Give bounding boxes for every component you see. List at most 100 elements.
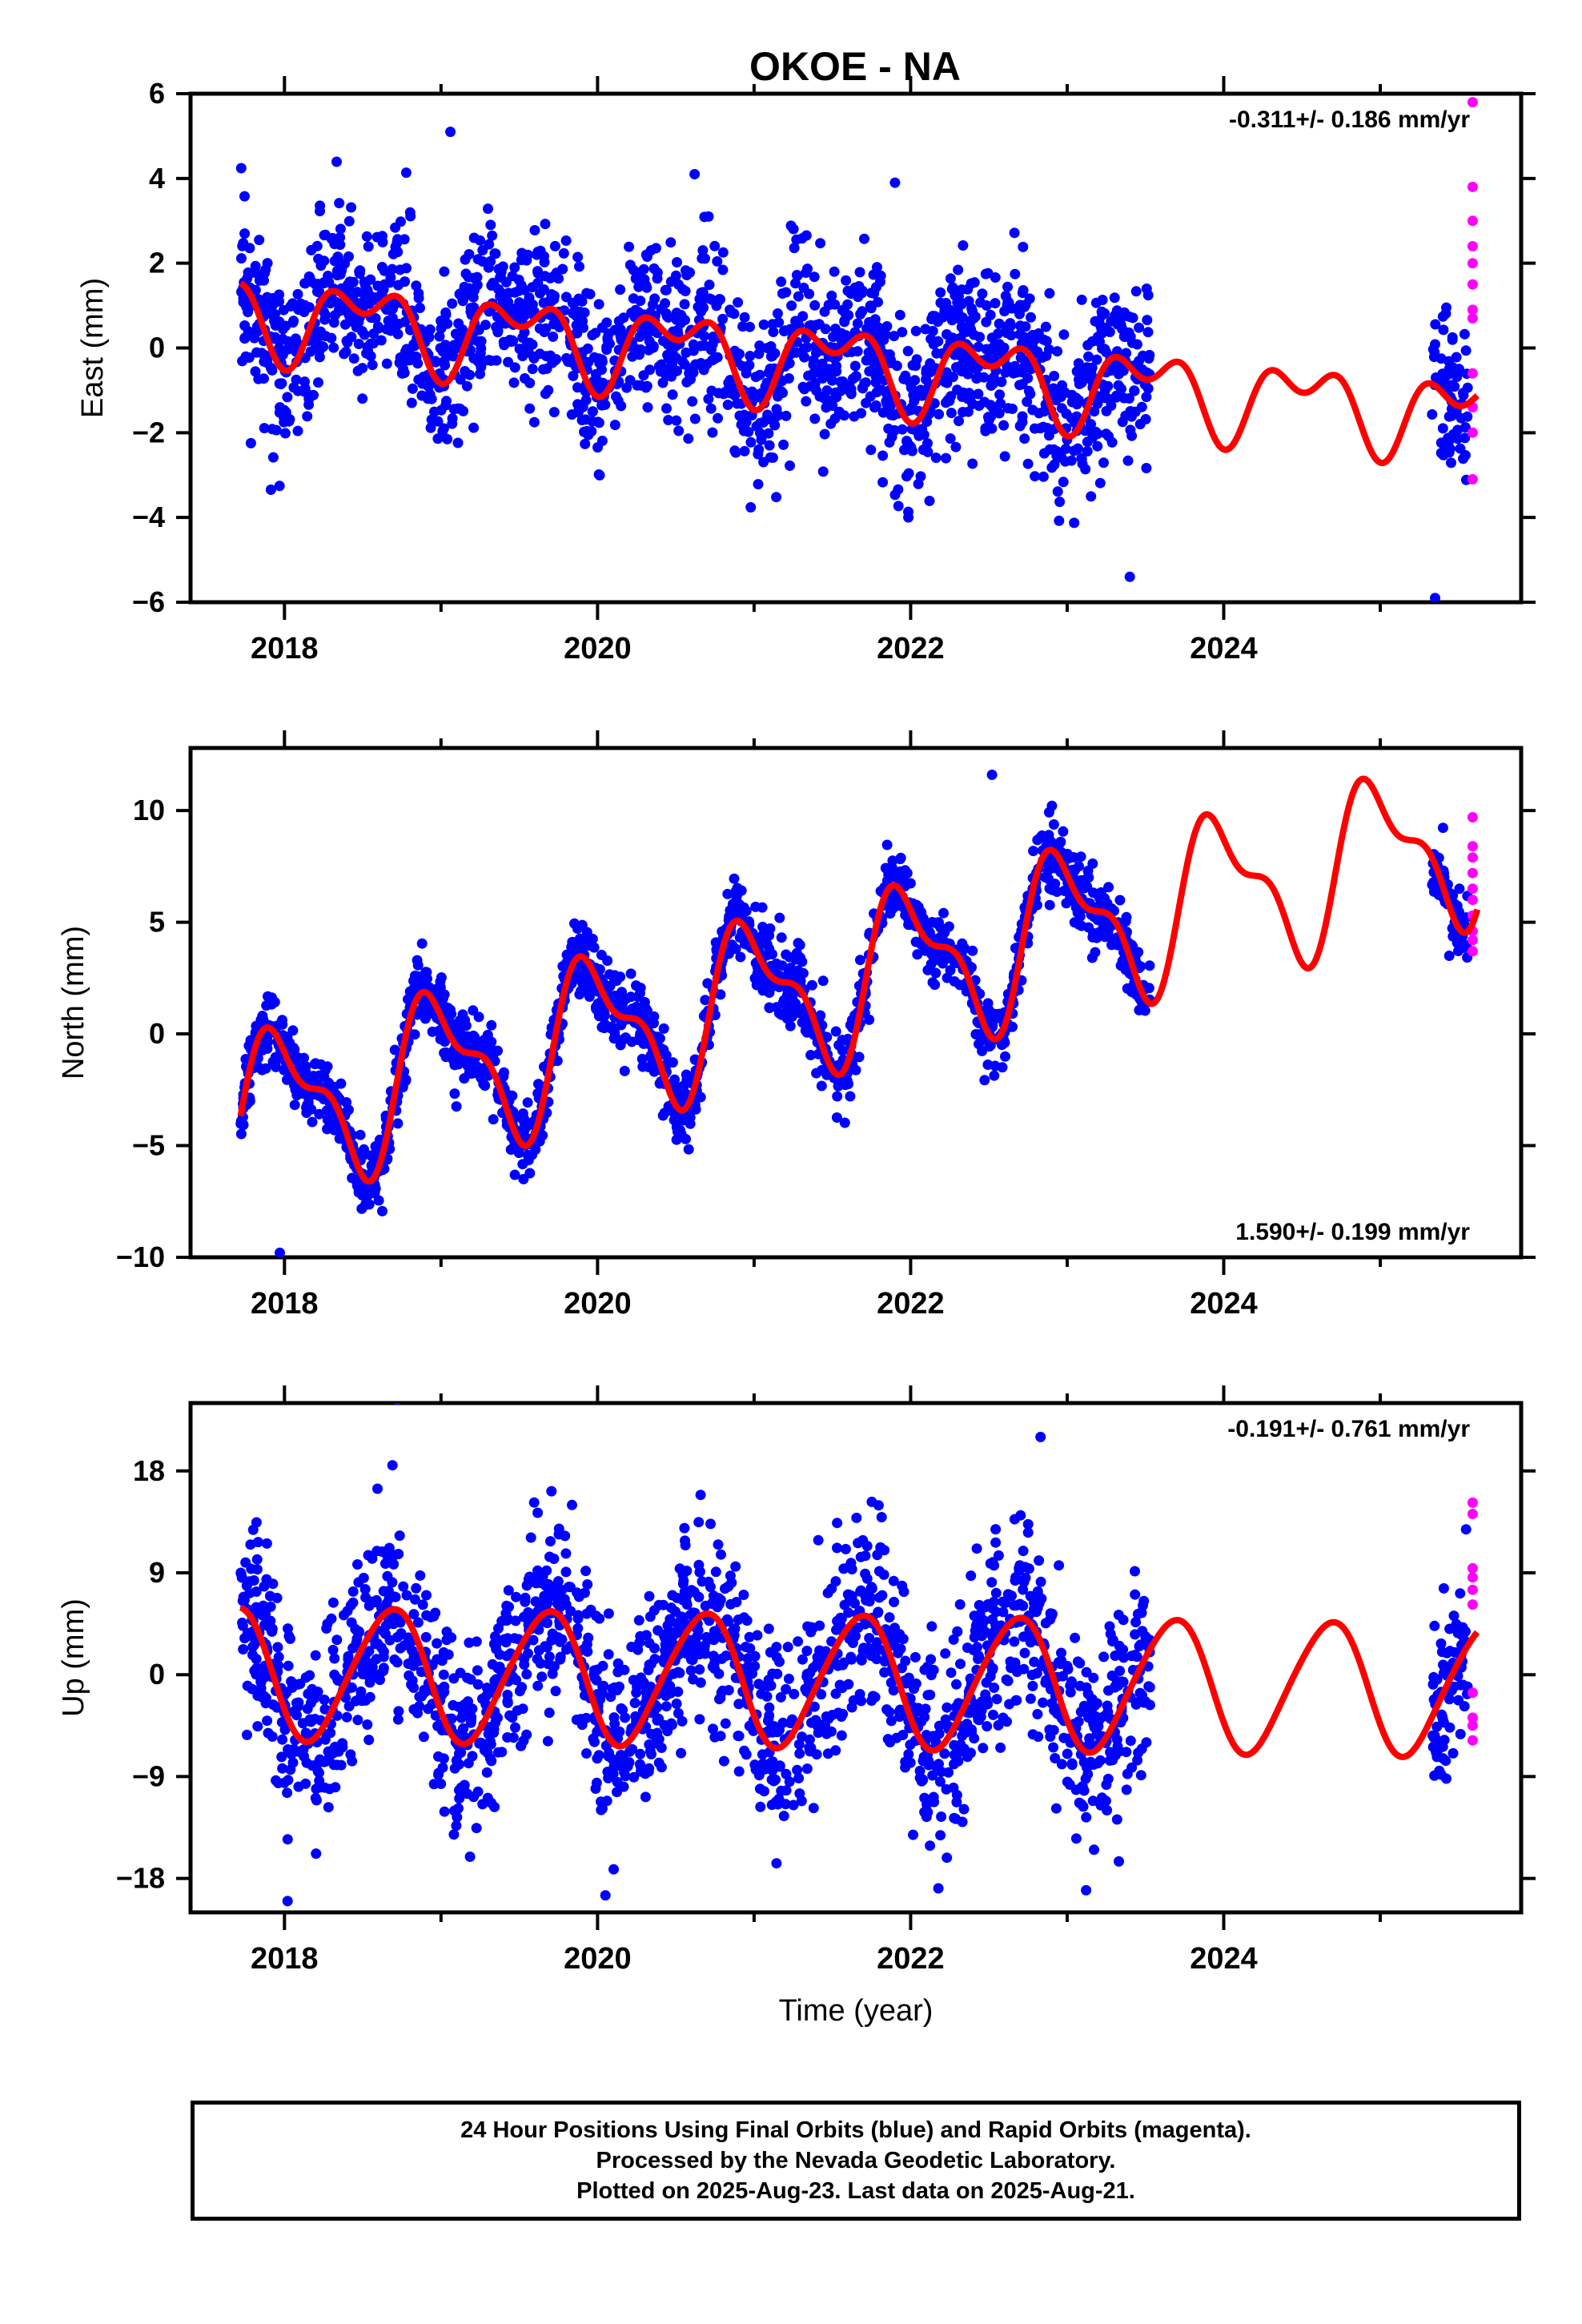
final-orbit-point [710, 937, 721, 948]
final-orbit-point [739, 312, 750, 323]
final-orbit-point [557, 263, 568, 275]
final-orbit-point [935, 287, 946, 298]
final-orbit-point [1027, 1729, 1038, 1740]
final-orbit-point [1033, 328, 1044, 339]
final-orbit-point [314, 1108, 325, 1120]
final-orbit-point [985, 400, 996, 411]
final-orbit-point [1460, 422, 1471, 433]
final-orbit-point [861, 355, 872, 366]
final-orbit-point [777, 998, 789, 1009]
final-orbit-point [238, 1644, 249, 1655]
final-orbit-point [998, 1606, 1009, 1618]
final-orbit-point [492, 327, 504, 338]
final-orbit-point [912, 949, 923, 960]
final-orbit-point [259, 423, 270, 434]
final-orbit-point [986, 380, 997, 391]
final-orbit-point [548, 319, 560, 330]
final-orbit-point [311, 1848, 322, 1860]
final-orbit-point [407, 383, 418, 394]
final-orbit-point [981, 1677, 992, 1688]
final-orbit-point [679, 359, 690, 370]
final-orbit-point [920, 324, 931, 335]
final-orbit-point [870, 371, 881, 382]
final-orbit-point [673, 1707, 684, 1719]
final-orbit-point [934, 1776, 946, 1787]
final-orbit-point [331, 270, 343, 281]
final-orbit-point [801, 342, 813, 353]
final-orbit-point [518, 1173, 529, 1184]
final-orbit-point [1456, 412, 1467, 424]
final-orbit-point [1121, 911, 1132, 923]
final-orbit-point [335, 1078, 347, 1089]
final-orbit-point [445, 1004, 456, 1015]
final-orbit-point [722, 400, 733, 410]
final-orbit-point [463, 271, 474, 283]
final-orbit-point [738, 1590, 749, 1600]
final-orbit-point [275, 402, 286, 413]
final-orbit-point [799, 384, 810, 395]
final-orbit-point [363, 241, 374, 252]
final-orbit-point [1002, 1589, 1014, 1600]
final-orbit-points [235, 127, 1473, 602]
final-orbit-point [239, 320, 251, 331]
final-orbit-point [235, 163, 247, 174]
final-orbit-point [793, 1773, 805, 1783]
final-orbit-point [1083, 872, 1094, 883]
plot-frame [188, 746, 1524, 1260]
final-orbit-point [829, 266, 840, 277]
final-orbit-point [997, 1062, 1008, 1073]
final-orbit-point [235, 1128, 247, 1140]
final-orbit-point [245, 437, 256, 448]
final-orbit-point [544, 1707, 555, 1719]
final-orbit-point [254, 235, 265, 246]
final-orbit-point [735, 951, 746, 963]
final-orbit-point [523, 347, 534, 358]
final-orbit-point [387, 248, 399, 259]
final-orbit-point [1092, 398, 1103, 409]
final-orbit-point [396, 368, 408, 379]
final-orbit-point [521, 255, 532, 266]
final-orbit-point [478, 1079, 489, 1090]
final-orbit-point [523, 1155, 534, 1166]
final-orbit-point [468, 232, 480, 243]
final-orbit-point [1030, 471, 1041, 482]
final-orbit-point [1138, 1595, 1150, 1606]
final-orbit-point [700, 253, 710, 264]
rapid-orbit-point [1467, 841, 1478, 852]
final-orbit-point [576, 296, 588, 307]
final-orbit-point [1048, 819, 1059, 830]
final-orbit-point [845, 288, 857, 300]
final-orbit-point [966, 278, 977, 289]
final-orbit-point [266, 999, 277, 1010]
final-orbit-point [244, 243, 255, 254]
final-orbit-point [794, 1748, 805, 1759]
final-orbit-point [657, 1110, 669, 1121]
final-orbit-point [680, 1540, 691, 1550]
final-orbit-point [1110, 310, 1121, 321]
final-orbit-point [426, 414, 437, 425]
final-orbit-point [702, 978, 713, 989]
final-orbit-point [781, 1013, 793, 1024]
final-orbit-point [901, 867, 913, 879]
final-orbit-point [826, 400, 837, 410]
final-orbit-point [803, 370, 814, 381]
final-orbit-point [1056, 1647, 1066, 1659]
final-orbit-point [658, 1023, 669, 1034]
final-orbit-point [841, 275, 852, 286]
final-orbit-point [1060, 444, 1071, 454]
final-orbit-point [685, 267, 696, 278]
final-orbit-point [292, 425, 303, 436]
final-orbit-point [1100, 324, 1111, 336]
final-orbit-point [1086, 491, 1097, 502]
final-orbit-point [239, 332, 251, 344]
final-orbit-point [717, 247, 729, 258]
final-orbit-point [637, 1061, 648, 1072]
final-orbit-point [321, 1623, 332, 1634]
final-orbit-point [964, 320, 975, 331]
final-orbit-point [745, 351, 756, 361]
final-orbit-point [354, 267, 365, 278]
final-orbit-point [442, 433, 453, 444]
final-orbit-point [949, 976, 960, 987]
final-orbit-point [638, 370, 649, 381]
final-orbit-point [357, 393, 368, 404]
